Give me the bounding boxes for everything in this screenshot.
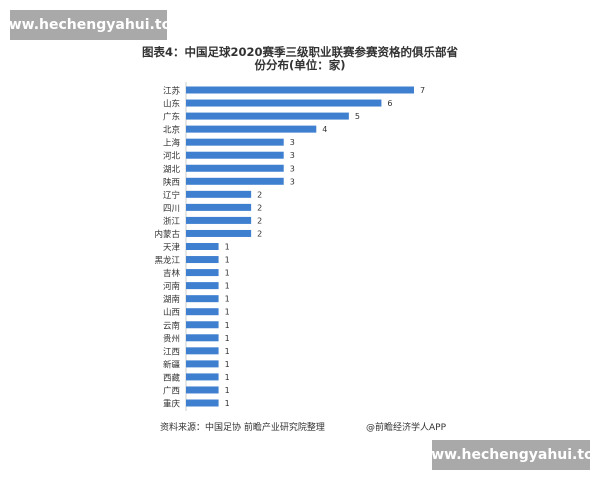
data-label: 1 bbox=[225, 373, 230, 382]
category-label: 新疆 bbox=[163, 359, 181, 370]
data-label: 1 bbox=[225, 308, 230, 317]
bar bbox=[186, 360, 219, 368]
bar bbox=[186, 308, 219, 316]
bar bbox=[186, 177, 284, 185]
data-label: 3 bbox=[290, 164, 295, 173]
category-label: 山西 bbox=[163, 307, 180, 318]
category-label: 辽宁 bbox=[163, 190, 180, 201]
data-label: 2 bbox=[257, 203, 262, 212]
bar bbox=[186, 138, 284, 146]
bar bbox=[186, 112, 349, 120]
category-label: 河北 bbox=[163, 151, 181, 162]
category-label: 山东 bbox=[163, 99, 180, 110]
category-label: 江西 bbox=[163, 347, 180, 357]
bar bbox=[186, 164, 284, 172]
bar bbox=[186, 399, 219, 407]
category-label: 陕西 bbox=[163, 177, 180, 188]
bar bbox=[186, 203, 252, 211]
data-label: 2 bbox=[257, 229, 262, 238]
data-label: 1 bbox=[225, 347, 230, 356]
data-label: 1 bbox=[225, 256, 230, 265]
category-label: 湖南 bbox=[163, 294, 180, 305]
data-label: 1 bbox=[225, 269, 230, 278]
data-label: 2 bbox=[257, 216, 262, 225]
bar bbox=[186, 373, 219, 381]
bar bbox=[186, 282, 219, 290]
data-label: 1 bbox=[225, 282, 230, 291]
credit-note: @前瞻经济学人APP bbox=[366, 423, 447, 433]
bar bbox=[186, 151, 284, 159]
bar bbox=[186, 256, 219, 264]
bar bbox=[186, 125, 317, 133]
data-label: 7 bbox=[420, 86, 425, 95]
source-note: 资料来源：中国足协 前瞻产业研究院整理 bbox=[160, 423, 325, 433]
category-label: 河南 bbox=[163, 281, 180, 292]
category-label: 四川 bbox=[163, 204, 180, 214]
bar bbox=[186, 216, 252, 224]
category-label: 重庆 bbox=[163, 399, 181, 410]
category-label: 云南 bbox=[163, 320, 180, 331]
bar bbox=[186, 99, 382, 107]
category-label: 浙江 bbox=[163, 216, 181, 227]
category-label: 黑龙江 bbox=[154, 255, 180, 266]
watermark-top: www.hechengyahui.top bbox=[0, 10, 181, 40]
category-label: 江苏 bbox=[163, 86, 181, 97]
data-label: 4 bbox=[322, 125, 327, 134]
data-label: 1 bbox=[225, 243, 230, 252]
bar bbox=[186, 334, 219, 342]
data-label: 1 bbox=[225, 386, 230, 395]
bar bbox=[186, 190, 252, 198]
data-label: 3 bbox=[290, 138, 295, 147]
data-label: 3 bbox=[290, 177, 295, 186]
data-label: 1 bbox=[225, 334, 230, 343]
category-label: 吉林 bbox=[163, 268, 181, 279]
data-label: 2 bbox=[257, 190, 262, 199]
category-label: 内蒙古 bbox=[154, 229, 180, 240]
category-label: 西藏 bbox=[163, 372, 181, 383]
data-label: 1 bbox=[225, 295, 230, 304]
bar bbox=[186, 386, 219, 394]
bar bbox=[186, 229, 252, 237]
chart-title: 图表4：中国足球2020赛季三级职业联赛参赛资格的俱乐部省份分布(单位：家) bbox=[141, 45, 458, 72]
data-label: 1 bbox=[225, 399, 230, 408]
category-label: 广东 bbox=[163, 112, 180, 123]
category-label: 北京 bbox=[163, 125, 180, 136]
category-label: 贵州 bbox=[163, 333, 180, 344]
category-label: 天津 bbox=[163, 242, 181, 253]
data-label: 1 bbox=[225, 321, 230, 330]
bar bbox=[186, 295, 219, 303]
data-label: 6 bbox=[387, 99, 392, 108]
bar bbox=[186, 86, 414, 94]
bar bbox=[186, 347, 219, 355]
data-label: 5 bbox=[355, 112, 360, 121]
data-label: 1 bbox=[225, 360, 230, 369]
category-label: 上海 bbox=[163, 138, 181, 149]
category-label: 湖北 bbox=[163, 165, 181, 175]
category-label: 广西 bbox=[163, 385, 180, 396]
bar bbox=[186, 243, 219, 250]
bar bbox=[186, 269, 219, 277]
watermark-bottom: www.hechengyahui.top bbox=[418, 440, 600, 470]
bar bbox=[186, 321, 219, 329]
data-label: 3 bbox=[290, 151, 295, 160]
